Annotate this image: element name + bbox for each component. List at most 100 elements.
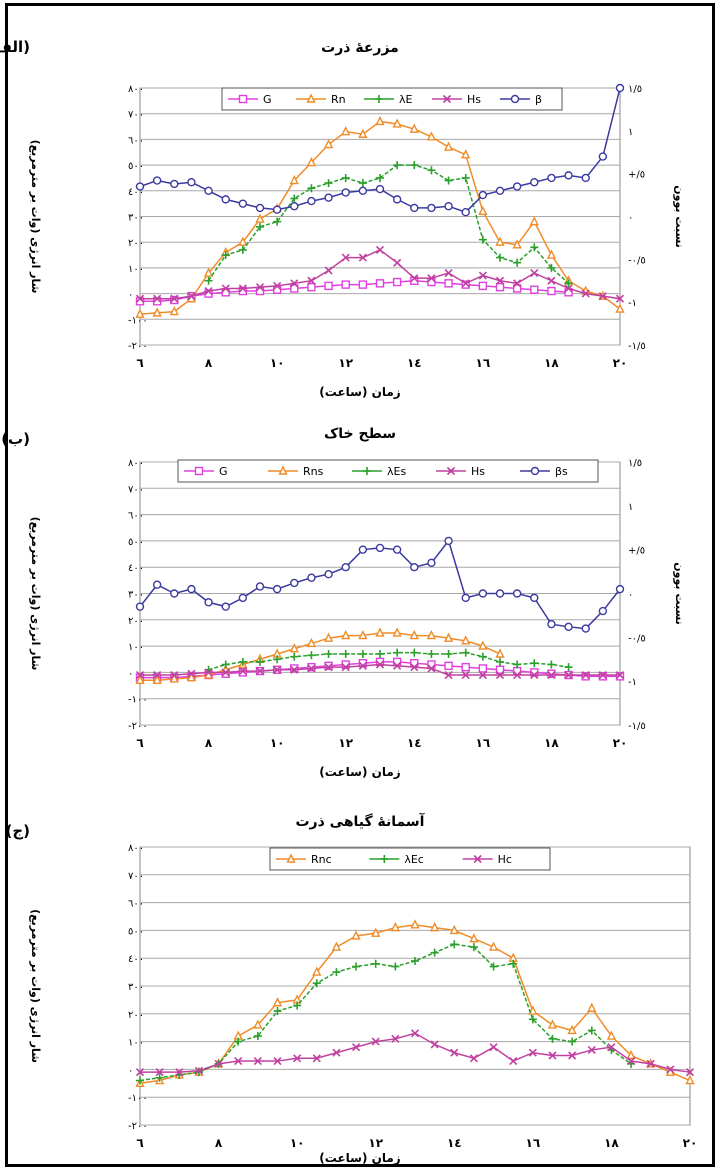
y-tick-label: ٧٠٠: [128, 871, 144, 882]
data-point: [564, 622, 573, 632]
data-point: [170, 294, 179, 303]
x-tick-label: ١٢: [338, 736, 353, 750]
legend-swatch-marker: [194, 466, 204, 476]
y2-tick-label: ١/٥: [628, 458, 642, 469]
y-tick-label: -١٠٠: [128, 315, 148, 326]
data-point: [410, 161, 419, 170]
data-point: [469, 943, 478, 952]
data-point: [606, 1030, 617, 1040]
data-point: [169, 673, 179, 683]
data-point: [341, 188, 350, 197]
data-point: [513, 670, 522, 680]
x-tick-label: ١٤: [407, 356, 422, 370]
data-point: [135, 1068, 145, 1077]
legend-swatch-marker: [286, 853, 296, 863]
y-tick-label: ٢٠٠: [128, 1010, 144, 1021]
y2-tick-label: -٠/٥: [628, 633, 646, 644]
data-point: [427, 203, 436, 213]
legend: Rnc λEc Hc: [269, 847, 551, 871]
data-point: [375, 245, 385, 254]
data-point: [488, 941, 499, 951]
y2-tick-label: ١: [628, 502, 633, 513]
series-Rnc: [135, 919, 695, 1088]
legend-swatch-marker: [473, 854, 482, 864]
x-tick-label: ٢٠: [613, 736, 628, 750]
series-βs: [135, 536, 625, 633]
data-point: [238, 199, 248, 208]
data-point: [581, 670, 590, 680]
data-point: [615, 294, 625, 303]
data-point: [273, 1056, 282, 1066]
data-point: [290, 202, 299, 211]
data-point: [587, 1045, 596, 1055]
y-tick-label: ٥٠٠: [128, 161, 144, 172]
data-point: [478, 670, 487, 680]
x-tick-label: ١٤: [447, 1136, 462, 1150]
data-point: [371, 1037, 380, 1046]
data-point: [341, 126, 351, 136]
data-point: [530, 593, 539, 603]
data-point: [253, 1019, 263, 1029]
y-tick-label: ٠: [128, 290, 133, 301]
x-tick-label: ٨: [215, 1136, 223, 1150]
data-point: [444, 176, 453, 185]
data-point: [323, 138, 334, 149]
data-point: [135, 308, 145, 318]
data-point: [153, 294, 162, 303]
data-point: [324, 266, 333, 275]
data-point: [393, 161, 402, 170]
data-point: [253, 1032, 262, 1041]
data-point: [375, 660, 385, 669]
x-axis-label: زمان (ساعت): [319, 765, 401, 779]
data-point: [449, 924, 459, 935]
data-point: [426, 630, 437, 640]
legend-label: Hs: [471, 465, 485, 478]
data-point: [587, 1026, 596, 1035]
data-point: [273, 217, 282, 226]
data-point: [203, 267, 214, 277]
data-point: [666, 1065, 675, 1074]
data-point: [352, 1043, 361, 1052]
data-point: [512, 239, 522, 249]
y2-tick-label: ١: [628, 127, 633, 138]
data-point: [214, 1059, 223, 1068]
x-tick-label: ٢٠: [613, 356, 628, 370]
data-point: [390, 922, 400, 932]
y-tick-label: ٥٠٠: [128, 537, 144, 548]
data-point: [341, 630, 351, 640]
data-point: [607, 1043, 616, 1052]
data-point: [530, 285, 539, 294]
data-point: [489, 962, 498, 971]
y-tick-label: ٤٠٠: [128, 954, 144, 965]
series-line: [140, 632, 501, 682]
data-point: [587, 1002, 597, 1012]
data-point: [135, 602, 145, 611]
y-tick-label: ٦٠٠: [128, 511, 144, 522]
data-point: [461, 280, 470, 289]
data-point: [290, 284, 299, 293]
data-point: [410, 563, 419, 572]
data-point: [615, 303, 625, 313]
data-point: [272, 205, 282, 214]
data-point: [547, 263, 556, 272]
data-point: [627, 1056, 636, 1066]
series-Rns: [135, 627, 505, 684]
data-point: [450, 940, 459, 949]
data-point: [391, 1034, 400, 1043]
x-tick-label: ١٠: [270, 736, 285, 750]
data-point: [293, 1001, 302, 1010]
x-tick-label: ١٢: [368, 1136, 383, 1150]
data-point: [221, 195, 230, 204]
data-point: [509, 1056, 518, 1066]
chart-title: مزرعهٔ ذرت: [321, 40, 399, 56]
data-point: [685, 1068, 695, 1077]
data-point: [444, 268, 453, 278]
data-point: [307, 662, 316, 672]
y-axis-label: شار انرژی (وات بر مترمربع): [29, 517, 42, 671]
data-point: [478, 664, 488, 673]
data-point: [187, 178, 196, 187]
data-point: [528, 1015, 537, 1024]
data-point: [478, 589, 488, 598]
data-point: [685, 1074, 695, 1085]
data-point: [495, 670, 505, 680]
